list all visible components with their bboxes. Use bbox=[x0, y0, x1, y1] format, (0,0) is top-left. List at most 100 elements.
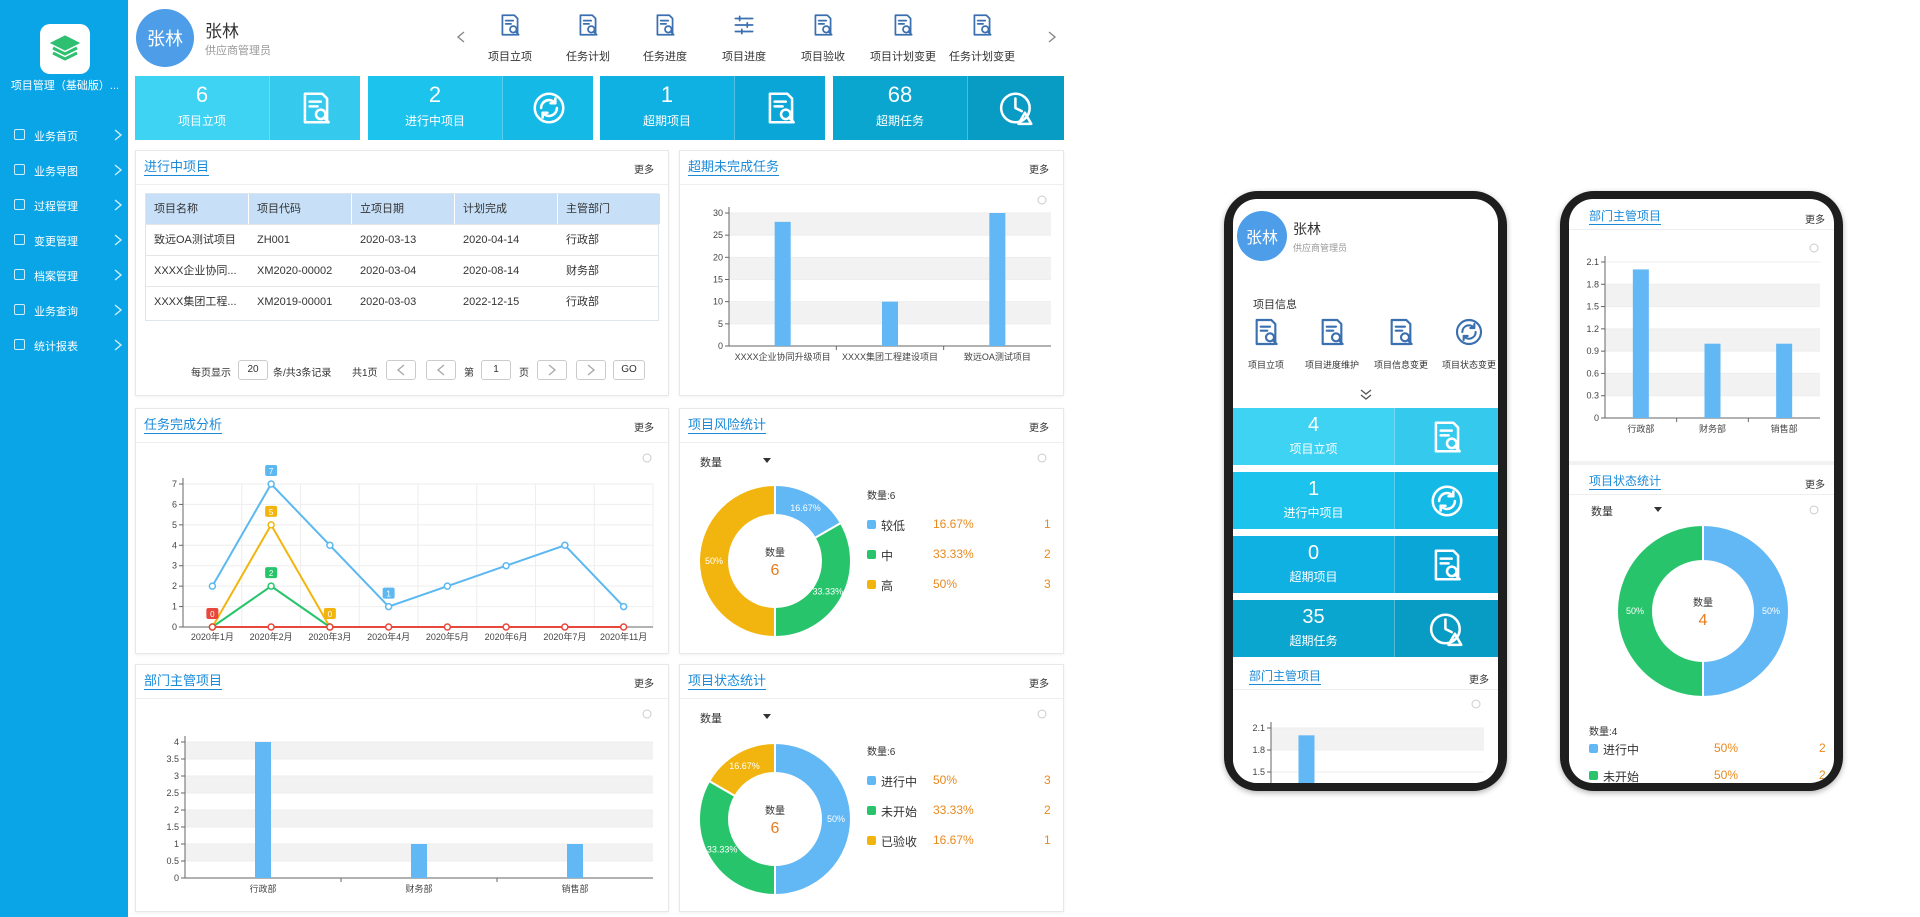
marker-bubble bbox=[206, 608, 219, 619]
x-tick-label: 致远OA测试项目 bbox=[964, 351, 1031, 362]
stat-card[interactable]: 35 超期任务 bbox=[1233, 600, 1498, 657]
arrow-shape bbox=[1654, 507, 1662, 512]
menu-label: 过程管理 bbox=[34, 201, 78, 213]
page-size-input[interactable]: 20 bbox=[238, 360, 268, 380]
icon-shape bbox=[1264, 332, 1276, 343]
panel-title[interactable]: 超期未完成任务 bbox=[688, 159, 780, 176]
toolbar-item[interactable]: 任务进度 bbox=[625, 8, 705, 68]
menu-item[interactable]: 业务查询 bbox=[0, 295, 128, 325]
x-tick-label: 2020年1月 bbox=[191, 631, 234, 642]
icon-shape bbox=[1399, 332, 1411, 343]
more-link[interactable]: 更多 bbox=[634, 423, 654, 434]
y-tick-label: 0 bbox=[174, 873, 179, 883]
menu-item[interactable]: 变更管理 bbox=[0, 225, 128, 255]
stat-card[interactable]: 4 项目立项 bbox=[1233, 408, 1498, 465]
dropdown[interactable]: 数量 bbox=[700, 709, 780, 727]
shortcut[interactable]: 项目信息变更 bbox=[1368, 314, 1434, 374]
panel-title[interactable]: 任务完成分析 bbox=[144, 417, 223, 434]
table-row[interactable]: XXXX集团工程... XM2019-00001 2020-03-03 2022-12… bbox=[146, 286, 658, 317]
table-row[interactable]: XXXX企业协同... XM2020-00002 2020-03-04 2020-08… bbox=[146, 255, 658, 286]
stat-value: 6 bbox=[195, 82, 209, 108]
shortcut[interactable]: 项目状态变更 bbox=[1436, 314, 1498, 374]
menu-item[interactable]: 业务首页 bbox=[0, 120, 128, 150]
chevron-shape bbox=[114, 339, 123, 351]
panel-title[interactable]: 部门主管项目 bbox=[1249, 669, 1322, 685]
shortcut[interactable]: 项目立项 bbox=[1233, 314, 1299, 374]
table-cell: 2020-03-13 bbox=[360, 234, 417, 246]
legend-item[interactable]: 未开始 50% 2 bbox=[1589, 767, 1834, 783]
menu-item[interactable]: 过程管理 bbox=[0, 190, 128, 220]
page-button[interactable] bbox=[576, 360, 606, 380]
chevron-shape bbox=[436, 364, 445, 376]
logo-shape bbox=[52, 51, 78, 61]
panel-title[interactable]: 部门主管项目 bbox=[144, 673, 223, 690]
legend-item[interactable]: 高 50% 3 bbox=[867, 576, 1064, 593]
more-link[interactable]: 更多 bbox=[1029, 165, 1049, 176]
more-link[interactable]: 更多 bbox=[634, 165, 654, 176]
page-button[interactable] bbox=[426, 360, 456, 380]
toolbar-item[interactable]: 任务计划 bbox=[548, 8, 628, 68]
stat-card[interactable]: 1 进行中项目 bbox=[1233, 472, 1498, 529]
column-header: 项目名称 bbox=[146, 194, 249, 224]
legend-item[interactable]: 未开始 33.33% 2 bbox=[867, 802, 1064, 819]
legend-item[interactable]: 中 33.33% 2 bbox=[867, 546, 1064, 563]
center-total: 4 bbox=[1699, 612, 1708, 629]
more-link[interactable]: 更多 bbox=[1029, 679, 1049, 690]
icon-shape bbox=[814, 14, 832, 36]
menu-item[interactable]: 业务导图 bbox=[0, 155, 128, 185]
menu-item[interactable]: 统计报表 bbox=[0, 330, 128, 360]
y-tick-label: 3 bbox=[172, 561, 177, 571]
toolbar-item[interactable]: 项目计划变更 bbox=[863, 8, 943, 68]
chevron-shape bbox=[396, 364, 405, 376]
more-link[interactable]: 更多 bbox=[1469, 675, 1489, 686]
panel-title[interactable]: 部门主管项目 bbox=[1589, 209, 1662, 225]
panel-title[interactable]: 项目状态统计 bbox=[1589, 474, 1662, 490]
legend-percent: 50% bbox=[933, 577, 958, 591]
more-link[interactable]: 更多 bbox=[634, 679, 654, 690]
toolbar-label: 项目验收 bbox=[801, 51, 845, 63]
more-link[interactable]: 更多 bbox=[1029, 423, 1049, 434]
toolbar-item[interactable]: 项目立项 bbox=[470, 8, 550, 68]
y-tick-label: 3.5 bbox=[166, 754, 179, 764]
more-link[interactable]: 更多 bbox=[1805, 215, 1825, 226]
stat-card[interactable]: 2 进行中项目 bbox=[368, 76, 593, 140]
toolbar-item[interactable]: 项目进度 bbox=[704, 8, 784, 68]
grid-band bbox=[185, 810, 653, 827]
marker-label: 1 bbox=[386, 590, 391, 599]
toolbar-item[interactable]: 任务计划变更 bbox=[942, 8, 1022, 68]
toolbar-item[interactable]: 项目验收 bbox=[783, 8, 863, 68]
panel-title[interactable]: 项目状态统计 bbox=[688, 673, 767, 690]
stat-card[interactable]: 0 超期项目 bbox=[1233, 536, 1498, 593]
legend-item[interactable]: 较低 16.67% 1 bbox=[867, 516, 1064, 533]
stat-card[interactable]: 1 超期项目 bbox=[600, 76, 825, 140]
shortcut[interactable]: 项目进度维护 bbox=[1299, 314, 1365, 374]
table-row[interactable]: 致远OA测试项目 ZH001 2020-03-13 2020-04-14 行政部 bbox=[146, 224, 658, 255]
page-input[interactable]: 1 bbox=[481, 360, 511, 380]
data-point bbox=[443, 582, 452, 590]
more-link[interactable]: 更多 bbox=[1805, 480, 1825, 491]
dropdown[interactable]: 数量 bbox=[1591, 502, 1671, 520]
panel-title[interactable]: 项目风险统计 bbox=[688, 417, 767, 434]
chevron-icon bbox=[114, 129, 123, 141]
legend-item[interactable]: 进行中 50% 2 bbox=[1589, 740, 1834, 757]
go-button[interactable]: GO bbox=[613, 360, 645, 380]
stat-card[interactable]: 6 项目立项 bbox=[135, 76, 360, 140]
panel-title[interactable]: 进行中项目 bbox=[144, 159, 210, 176]
info-icon bbox=[642, 453, 652, 463]
icon-shape bbox=[1434, 420, 1460, 453]
page-button[interactable] bbox=[386, 360, 416, 380]
icon-shape bbox=[1429, 612, 1461, 645]
legend-item[interactable]: 已验收 16.67% 1 bbox=[867, 832, 1064, 849]
legend-item[interactable]: 进行中 50% 3 bbox=[867, 772, 1064, 789]
dropdown[interactable]: 数量 bbox=[700, 453, 780, 471]
menu-item[interactable]: 档案管理 bbox=[0, 260, 128, 290]
icon-shape bbox=[1431, 484, 1463, 517]
panel: 超期未完成任务 更多 0 5 10 15 20 25 30 XXXX企业协同升级项目 XXXX集团工… bbox=[679, 150, 1064, 396]
center-label: 数量 bbox=[765, 804, 785, 817]
table-cell: XM2020-00002 bbox=[257, 265, 333, 277]
legend-name: 已验收 bbox=[881, 835, 918, 849]
grid-band bbox=[1605, 328, 1820, 352]
stat-card[interactable]: 68 超期任务 bbox=[833, 76, 1064, 140]
page-button[interactable] bbox=[537, 360, 567, 380]
